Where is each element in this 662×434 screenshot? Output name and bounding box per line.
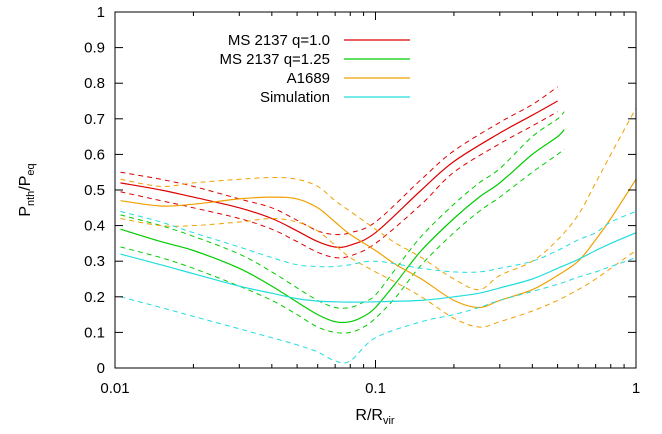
y-tick-label: 0.1 <box>84 324 105 341</box>
series-3-lower-bound <box>120 257 637 364</box>
legend: MS 2137 q=1.0 MS 2137 q=1.25 A1689 Simulati… <box>219 32 410 106</box>
y-tick-label: 0.4 <box>84 218 105 235</box>
y-axis-label-sub1: nth <box>25 191 37 206</box>
y-axis-label: Pnth/Peq <box>17 163 37 216</box>
legend-label-1: MS 2137 q=1.25 <box>219 51 330 68</box>
series-2-lower-bound <box>120 217 637 328</box>
y-tick-label: 0.6 <box>84 146 105 163</box>
axis-ticks: 0 0.1 0.2 0.3 0.4 0.5 0.6 0.7 0.8 0.9 1 0.01 0.1 1 <box>84 4 640 397</box>
y-tick-label: 0.3 <box>84 253 105 270</box>
x-tick-label: 1 <box>632 380 640 397</box>
series-0-upper-bound <box>120 86 558 236</box>
legend-label-3: Simulation <box>260 89 330 106</box>
x-tick-label: 0.01 <box>100 380 129 397</box>
series-1-upper-bound <box>120 111 565 309</box>
x-axis-label-main: R/R <box>355 407 383 424</box>
series-1-line <box>120 129 565 324</box>
plot-lines <box>120 86 637 364</box>
legend-label-2: A1689 <box>287 70 330 87</box>
series-3-line <box>120 232 637 303</box>
series-2-line <box>120 178 637 309</box>
y-axis-label-mid: /P <box>17 176 34 191</box>
x-axis-label: R/Rvir <box>355 407 395 427</box>
y-tick-label: 1 <box>97 4 105 21</box>
series-1-lower-bound <box>120 148 565 334</box>
y-tick-label: 0.8 <box>84 75 105 92</box>
series-3-upper-bound <box>120 210 637 273</box>
series-0-lower-bound <box>120 111 558 259</box>
x-axis-label-sub: vir <box>383 415 395 427</box>
y-axis-label-sub2: eq <box>25 163 37 175</box>
series-0-line <box>120 100 558 248</box>
legend-label-0: MS 2137 q=1.0 <box>228 32 330 49</box>
plot-frame <box>114 11 637 369</box>
y-tick-label: 0 <box>97 360 105 377</box>
y-tick-label: 0.7 <box>84 111 105 128</box>
y-axis-label-main: P <box>17 206 34 217</box>
y-tick-label: 0.9 <box>84 40 105 57</box>
y-tick-label: 0.2 <box>84 289 105 306</box>
series-2-upper-bound <box>120 107 637 291</box>
y-tick-label: 0.5 <box>84 182 105 199</box>
x-tick-label: 0.1 <box>365 380 386 397</box>
